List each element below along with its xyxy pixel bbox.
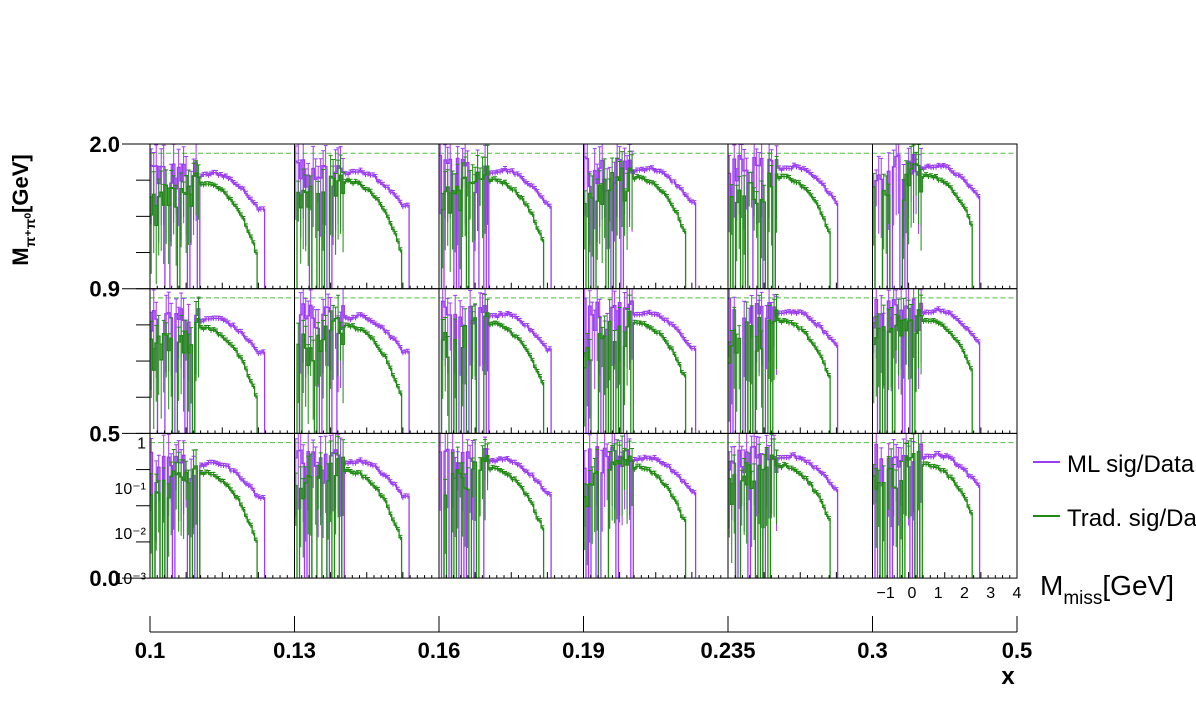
pad-r0-c3 <box>583 143 729 290</box>
x-bin-edge-label: 0.5 <box>1002 638 1033 663</box>
inner-x-axis: −1 0 1 2 3 4 <box>877 585 1022 602</box>
legend-ml-label: ML sig/Data <box>1067 451 1195 478</box>
inner-x-tick-label: 1 <box>934 585 943 602</box>
pad-r0-c1 <box>294 143 440 290</box>
trad-series-line <box>583 455 687 579</box>
x-bin-edge-label: 0.16 <box>418 638 461 663</box>
ml-series-line <box>872 443 981 579</box>
x-bin-edge-label: 0.235 <box>700 638 755 663</box>
trad-series-line <box>150 465 258 579</box>
pad-r1-c0 <box>149 288 295 434</box>
trad-series-line <box>294 456 403 579</box>
x-bin-axis: 0.1 0.13 0.16 0.19 0.235 0.3 0.5 <box>135 616 1033 663</box>
inner-x-tick-label: 0 <box>907 585 916 602</box>
inner-y-tick-label: 10⁻³ <box>114 571 146 588</box>
pad-r1-c1 <box>294 288 440 434</box>
ml-series-line <box>872 154 981 289</box>
x-bin-edge-label: 0.13 <box>273 638 316 663</box>
ml-series-line <box>294 303 410 434</box>
trad-series-line <box>872 450 973 579</box>
y-axis-title: Mπ⁺π⁰[GeV] <box>8 154 38 265</box>
trad-series-line <box>439 312 545 434</box>
svg-text:Mπ⁺π⁰[GeV]: Mπ⁺π⁰[GeV] <box>8 154 38 265</box>
y-bin-labels: 0.0 0.5 0.9 2.0 1 10⁻¹ 10⁻² 10⁻³ <box>89 132 151 591</box>
inner-y-tick-label: 10⁻² <box>114 526 146 543</box>
pad-grid <box>149 143 1018 579</box>
pad-r1-c2 <box>438 288 584 434</box>
pad-r1-c3 <box>583 288 729 434</box>
y-bin-edge-label: 2.0 <box>89 132 120 157</box>
pad-r1-c4 <box>727 288 873 434</box>
y-axis-title-sub: π⁺π⁰ <box>22 213 38 248</box>
trad-series-line <box>150 318 258 434</box>
pad-r2-c3 <box>583 432 729 579</box>
x-bin-edge-label: 0.3 <box>857 638 888 663</box>
pad-r2-c2 <box>438 432 584 579</box>
ml-series-line <box>583 297 697 434</box>
trad-series-line <box>439 165 545 289</box>
inner-x-axis-title-sub: miss <box>1063 588 1102 609</box>
pad-r0-c2 <box>438 143 584 290</box>
x-bin-edge-label: 0.19 <box>562 638 605 663</box>
pad-r0-c4 <box>727 143 873 290</box>
pad-r2-c5 <box>872 432 1018 579</box>
pad-r2-c4 <box>727 432 873 579</box>
trad-series-line <box>583 310 687 434</box>
inner-y-tick-label: 1 <box>137 436 146 453</box>
legend-trad-label: Trad. sig/Data <box>1067 505 1196 532</box>
ml-series-line <box>150 161 266 289</box>
inner-x-axis-title-main: M <box>1040 570 1063 601</box>
x-bin-edge-label: 0.1 <box>135 638 166 663</box>
pad-r1-c5 <box>872 288 1018 434</box>
trad-series-line <box>583 167 687 289</box>
y-axis-title-unit: [GeV] <box>8 154 33 213</box>
pad-r0-c0 <box>149 143 295 290</box>
pad-frame <box>438 432 584 579</box>
x-axis-title: x <box>1001 663 1015 690</box>
trad-series-line <box>728 172 831 289</box>
y-bin-edge-label: 0.9 <box>89 277 120 302</box>
pad-r2-c0 <box>149 432 295 579</box>
inner-x-tick-label: −1 <box>877 585 895 602</box>
inner-x-tick-label: 2 <box>960 585 969 602</box>
pad-r0-c5 <box>872 143 1018 290</box>
y-bin-edge-label: 0.0 <box>89 566 120 591</box>
pad-r2-c1 <box>294 432 440 579</box>
legend: ML sig/Data Trad. sig/Data <box>1033 451 1196 532</box>
trad-series-line <box>294 174 403 289</box>
inner-x-axis-title-unit: [GeV] <box>1102 570 1174 601</box>
inner-x-tick-label: 3 <box>986 585 995 602</box>
y-bin-edge-label: 0.5 <box>89 421 120 446</box>
inner-x-tick-label: 4 <box>1013 585 1022 602</box>
trad-series-line <box>728 454 831 579</box>
inner-x-axis-title: Mmiss[GeV] <box>1040 570 1174 609</box>
y-axis-title-main: M <box>8 247 33 265</box>
inner-y-tick-label: 10⁻¹ <box>114 481 146 498</box>
